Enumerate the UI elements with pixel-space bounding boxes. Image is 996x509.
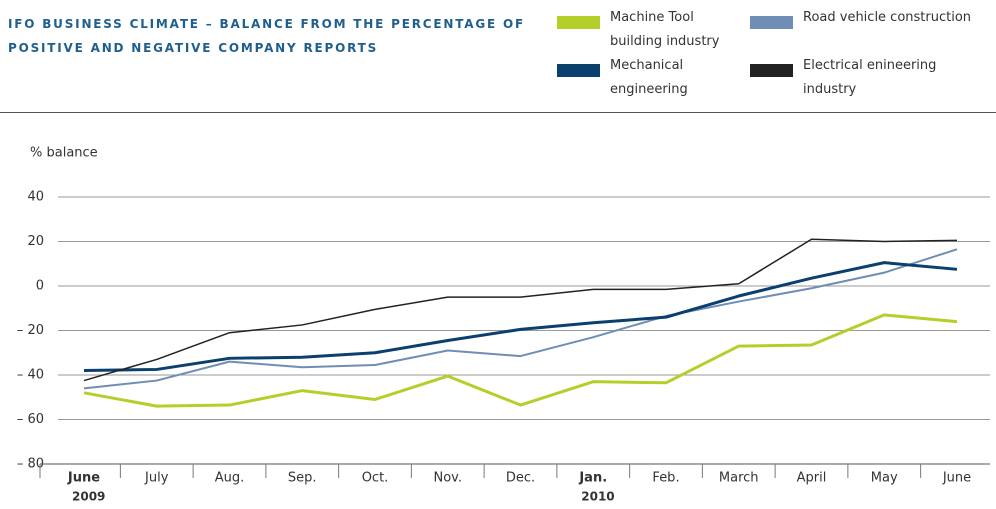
- y-axis-label: % balance: [30, 146, 98, 161]
- series-line: [83, 261, 958, 373]
- series-line: [83, 313, 958, 408]
- series-line: [83, 238, 958, 382]
- legend-label: Electrical enineering industry: [803, 58, 937, 97]
- x-tick-label: Feb.: [652, 471, 679, 486]
- series-line: [83, 248, 958, 390]
- x-year-label: 2009: [72, 490, 105, 504]
- y-tick-label: 0: [36, 279, 44, 294]
- x-tick-label: June: [942, 471, 971, 486]
- legend-swatch: [750, 16, 793, 29]
- legend-swatch: [750, 64, 793, 77]
- x-tick-label: July: [144, 471, 169, 486]
- x-tick-label: June: [67, 471, 100, 486]
- legend-swatch: [557, 16, 600, 29]
- x-year-label: 2010: [581, 490, 614, 504]
- legend-label: Machine Tool building industry: [610, 10, 720, 49]
- y-tick-label: 20: [27, 234, 44, 249]
- x-tick-label: Dec.: [506, 471, 535, 486]
- y-tick-label: 40: [27, 190, 44, 205]
- header-rule: [0, 112, 996, 113]
- chart-title: IFO BUSINESS CLIMATE – BALANCE FROM THE …: [8, 17, 525, 55]
- x-tick-label: May: [871, 471, 898, 486]
- x-tick-label: Aug.: [215, 471, 245, 486]
- x-tick-label: March: [719, 471, 759, 486]
- legend-label: Mechanical engineering: [610, 58, 688, 97]
- legend-swatch: [557, 64, 600, 77]
- y-tick-label: – 60: [17, 412, 44, 427]
- x-tick-label: Sep.: [288, 471, 317, 486]
- x-tick-label: April: [797, 471, 827, 486]
- x-tick-label: Jan.: [578, 471, 607, 486]
- x-tick-label: Nov.: [434, 471, 463, 486]
- x-tick-label: Oct.: [362, 471, 389, 486]
- y-tick-label: – 40: [17, 368, 44, 383]
- y-tick-label: – 80: [17, 457, 44, 472]
- y-tick-label: – 20: [17, 323, 44, 338]
- legend-label: Road vehicle construction: [803, 10, 972, 25]
